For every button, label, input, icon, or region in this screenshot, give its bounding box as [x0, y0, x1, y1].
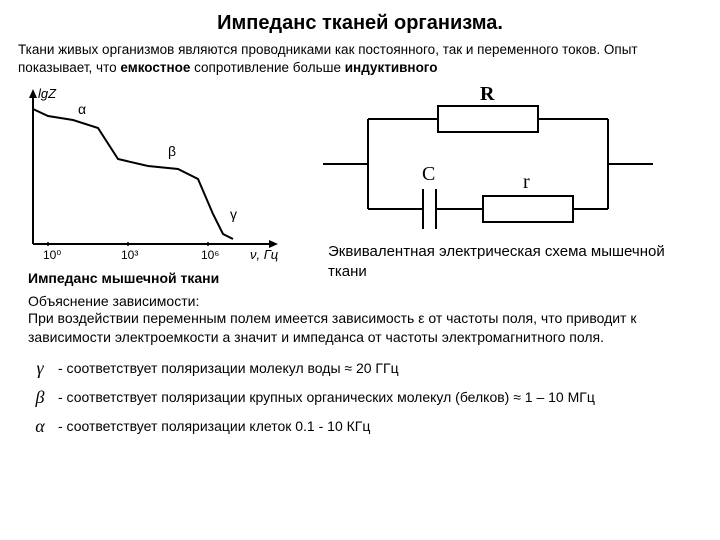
figure-row: 10⁰ 10³ 10⁶ ν, Гц lgZ α β γ Импеданс мыш…	[18, 84, 702, 287]
circuit-caption: Эквивалентная электрическая схема мышечн…	[328, 242, 702, 281]
label-C: C	[422, 163, 435, 185]
x-axis-label: ν, Гц	[250, 247, 278, 262]
page-title: Импеданс тканей организма.	[18, 12, 702, 35]
bullet-symbol: β	[28, 384, 52, 411]
bullet-symbol: α	[28, 413, 52, 440]
label-R: R	[480, 84, 495, 105]
region-alpha: α	[78, 101, 86, 117]
bullet-text: - соответствует поляризации крупных орга…	[58, 387, 595, 408]
xtick-2: 10⁶	[201, 248, 219, 262]
label-r: r	[523, 171, 530, 193]
region-beta: β	[168, 143, 176, 159]
y-axis-label: lgZ	[38, 86, 57, 101]
bullet-list: γ - соответствует поляризации молекул во…	[28, 355, 702, 440]
impedance-graph: 10⁰ 10³ 10⁶ ν, Гц lgZ α β γ	[18, 84, 288, 264]
graph-column: 10⁰ 10³ 10⁶ ν, Гц lgZ α β γ Импеданс мыш…	[18, 84, 298, 286]
explain-body: При воздействии переменным полем имеется…	[28, 309, 702, 347]
explain-heading: Объяснение зависимости:	[28, 293, 702, 309]
circuit-column: R C r Эквивалентная электрическая схема …	[318, 84, 702, 287]
bullet-row: β - соответствует поляризации крупных ор…	[28, 384, 702, 411]
intro-text: Ткани живых организмов являются проводни…	[18, 41, 702, 76]
bullet-text: - соответствует поляризации клеток 0.1 -…	[58, 416, 370, 437]
bullet-symbol: γ	[28, 355, 52, 382]
region-gamma: γ	[230, 206, 237, 222]
circuit-diagram: R C r	[318, 84, 658, 234]
bullet-row: α - соответствует поляризации клеток 0.1…	[28, 413, 702, 440]
graph-caption: Импеданс мышечной ткани	[28, 270, 298, 286]
xtick-0: 10⁰	[43, 248, 61, 262]
bullet-text: - соответствует поляризации молекул воды…	[58, 358, 399, 379]
bullet-row: γ - соответствует поляризации молекул во…	[28, 355, 702, 382]
xtick-1: 10³	[121, 248, 138, 262]
